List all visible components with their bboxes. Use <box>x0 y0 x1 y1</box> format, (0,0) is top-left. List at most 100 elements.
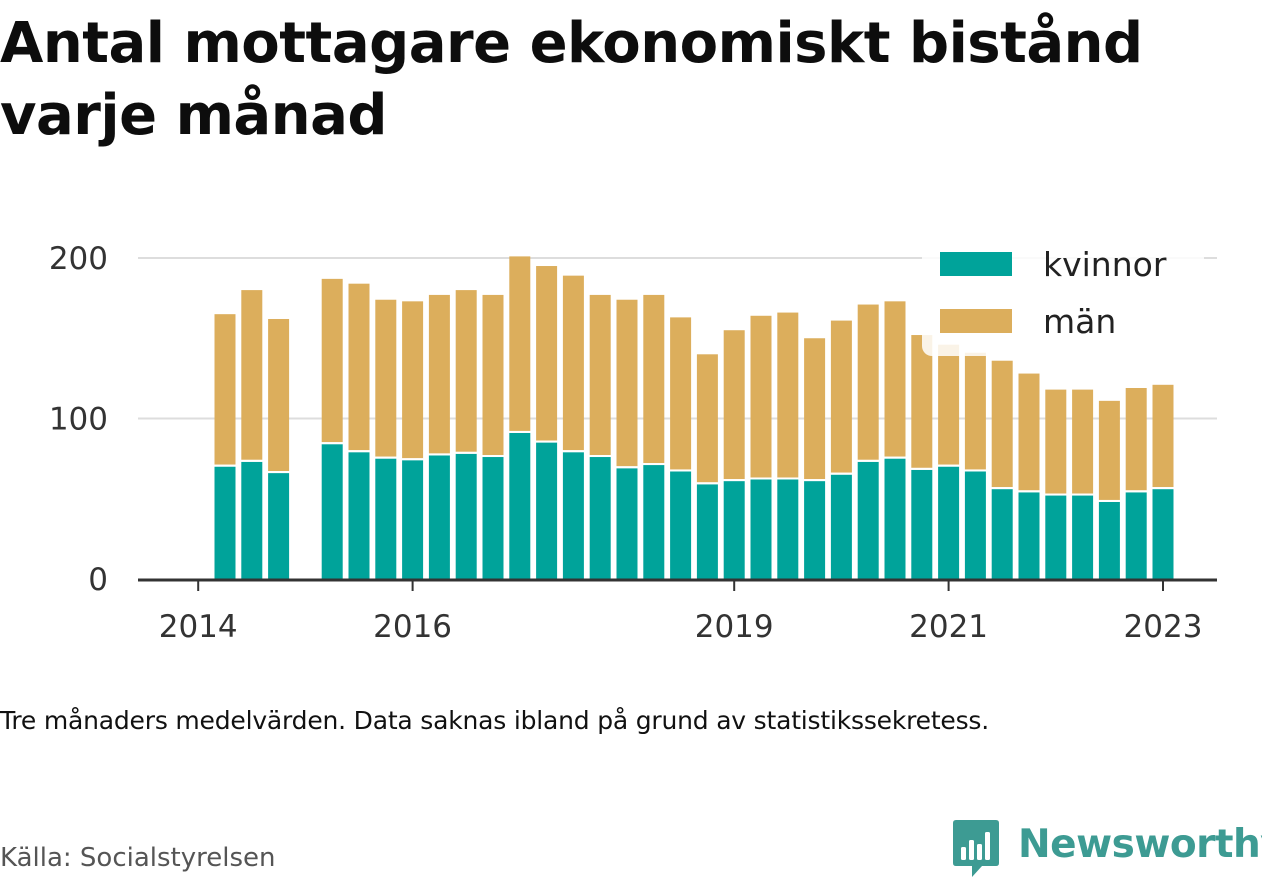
bar-kvinnor <box>589 457 611 579</box>
bar-separator <box>857 459 879 462</box>
bar-man <box>241 290 263 460</box>
bar-man <box>509 256 531 431</box>
bar-separator <box>268 471 290 474</box>
bar-separator <box>214 464 236 467</box>
chart-title: Antal mottagare ekonomiskt bistånd varje… <box>0 11 1143 148</box>
bar-separator <box>991 487 1013 490</box>
bar-man <box>428 294 450 454</box>
bar-man <box>268 318 290 472</box>
bar-man <box>214 314 236 465</box>
bar-man <box>536 266 558 441</box>
bar-kvinnor <box>1045 495 1067 579</box>
bar-kvinnor <box>1152 489 1174 579</box>
bar-man <box>562 275 584 451</box>
bar-separator <box>1045 493 1067 496</box>
bar-kvinnor <box>321 444 343 579</box>
bar-man <box>348 283 370 451</box>
bar-kvinnor <box>562 452 584 579</box>
legend-swatch <box>940 309 1012 333</box>
bar-kvinnor <box>777 479 799 579</box>
bar-separator <box>750 477 772 480</box>
bar-kvinnor <box>1072 495 1094 579</box>
bar-man <box>911 335 933 468</box>
bar-kvinnor <box>911 469 933 579</box>
bar-kvinnor <box>857 461 879 579</box>
bar-separator <box>482 455 504 458</box>
bar-kvinnor <box>670 471 692 579</box>
bar-man <box>1125 388 1147 491</box>
bar-separator <box>696 482 718 485</box>
bar-kvinnor <box>536 442 558 579</box>
bar-kvinnor <box>696 484 718 579</box>
bar-separator <box>455 451 477 454</box>
x-tick-label: 2016 <box>373 609 452 645</box>
bar-separator <box>911 467 933 470</box>
bar-separator <box>562 450 584 453</box>
bar-separator <box>241 459 263 462</box>
bar-man <box>402 301 424 459</box>
bar-man <box>857 304 879 460</box>
bar-kvinnor <box>750 479 772 579</box>
bar-kvinnor <box>991 489 1013 579</box>
stacked-bar-chart: 0 100 200 2014 2016 2019 2021 2023 kvinnor män <box>49 240 1217 645</box>
bar-man <box>1018 373 1040 491</box>
bar-kvinnor <box>1125 492 1147 579</box>
bar-man <box>777 312 799 478</box>
bar-separator <box>348 450 370 453</box>
bar-man <box>589 294 611 456</box>
x-tick-label: 2019 <box>695 609 774 645</box>
bar-separator <box>938 464 960 467</box>
bar-man <box>482 294 504 456</box>
bar-separator <box>830 472 852 475</box>
source-label: Källa: Socialstyrelsen <box>0 843 276 873</box>
bar-kvinnor <box>509 432 531 579</box>
bar-separator <box>804 479 826 482</box>
bar-separator <box>643 463 665 466</box>
bar-separator <box>536 440 558 443</box>
bar-man <box>643 294 665 464</box>
bar-separator <box>402 458 424 461</box>
newsworthy-brand[interactable]: Newsworthy <box>952 818 1262 878</box>
bar-separator <box>670 469 692 472</box>
bar-man <box>1152 384 1174 488</box>
legend-label: män <box>1043 302 1116 341</box>
bar-separator <box>723 479 745 482</box>
legend-swatch <box>940 252 1012 276</box>
bar-separator <box>1072 493 1094 496</box>
bar-kvinnor <box>428 455 450 579</box>
y-tick-label: 0 <box>88 562 108 598</box>
bar-man <box>1072 389 1094 494</box>
bar-kvinnor <box>214 466 236 579</box>
bar-kvinnor <box>482 457 504 579</box>
bar-kvinnor <box>402 460 424 579</box>
bar-kvinnor <box>268 473 290 579</box>
bar-separator <box>321 442 343 445</box>
x-tick-label: 2021 <box>909 609 988 645</box>
bar-man <box>750 315 772 478</box>
y-tick-label: 100 <box>49 402 108 438</box>
bar-kvinnor <box>723 481 745 579</box>
chart-note: Tre månaders medelvärden. Data saknas ib… <box>0 706 989 735</box>
bar-man <box>321 278 343 443</box>
bar-man <box>616 299 638 467</box>
y-tick-label: 200 <box>49 241 108 277</box>
bar-separator <box>1152 487 1174 490</box>
bar-kvinnor <box>348 452 370 579</box>
bar-separator <box>1098 499 1120 502</box>
bar-kvinnor <box>643 465 665 579</box>
bar-man <box>830 320 852 473</box>
bar-kvinnor <box>1018 492 1040 579</box>
bar-separator <box>428 453 450 456</box>
axes: 0 100 200 2014 2016 2019 2021 2023 <box>49 241 1217 645</box>
brand-name: Newsworthy <box>1018 822 1262 867</box>
bars <box>214 256 1174 579</box>
bar-man <box>696 354 718 483</box>
bar-kvinnor <box>455 453 477 579</box>
bar-separator <box>777 477 799 480</box>
bar-kvinnor <box>1098 501 1120 579</box>
bar-separator <box>509 430 531 433</box>
bar-man <box>1045 389 1067 494</box>
bar-man <box>884 301 906 457</box>
bar-man <box>964 352 986 470</box>
bar-man <box>938 344 960 465</box>
